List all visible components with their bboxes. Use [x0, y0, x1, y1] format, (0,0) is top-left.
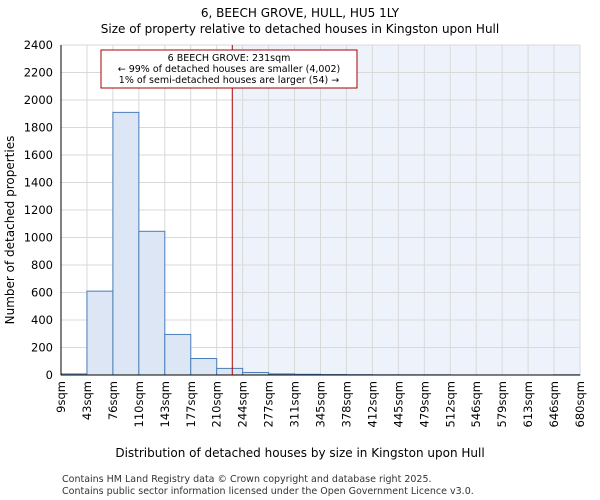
annotation-line1: 6 BEECH GROVE: 231sqm [168, 53, 291, 64]
histogram-bar [138, 230, 166, 376]
chart-title-line1: 6, BEECH GROVE, HULL, HU5 1LY [201, 6, 400, 20]
y-tick-label: 2000 [24, 93, 53, 107]
histogram-bar [216, 367, 244, 376]
x-tick-label: 512sqm [443, 381, 457, 427]
x-tick-label: 43sqm [80, 381, 94, 420]
y-tick-label: 1000 [24, 231, 53, 245]
footer-line2: Contains public sector information licen… [62, 486, 474, 497]
x-tick-label: 378sqm [339, 381, 353, 427]
x-tick-label: 143sqm [158, 381, 172, 427]
chart-title-line2: Size of property relative to detached ho… [101, 22, 499, 36]
y-tick-label: 200 [31, 341, 53, 355]
y-tick-label: 0 [46, 368, 53, 382]
y-tick-label: 400 [31, 313, 53, 327]
x-tick-label: 244sqm [236, 381, 250, 427]
y-tick-label: 1200 [24, 203, 53, 217]
y-tick-label: 600 [31, 286, 53, 300]
x-tick-label: 680sqm [573, 381, 587, 427]
x-tick-label: 546sqm [469, 381, 483, 427]
plot-area: 0 200 400 600 800 1000 1200 1400 1600 1800 2000 220… [24, 38, 587, 427]
x-tick-label: 311sqm [288, 381, 302, 427]
x-tick-label: 646sqm [547, 381, 561, 427]
y-tick-label: 1800 [24, 121, 53, 135]
x-tick-label: 277sqm [262, 381, 276, 427]
x-tick-label: 412sqm [365, 381, 379, 427]
x-tick-label: 110sqm [132, 381, 146, 427]
x-tick-label: 613sqm [521, 381, 535, 427]
y-tick-label: 1600 [24, 148, 53, 162]
y-tick-label: 2400 [24, 38, 53, 52]
x-tick-label: 445sqm [391, 381, 405, 427]
x-tick-label: 210sqm [210, 381, 224, 427]
x-tick-label: 76sqm [106, 381, 120, 420]
footer-line1: Contains HM Land Registry data © Crown c… [62, 474, 432, 485]
x-tick-label: 579sqm [495, 381, 509, 427]
x-tick-label: 479sqm [417, 381, 431, 427]
annotation-line2: ← 99% of detached houses are smaller (4,… [118, 64, 341, 75]
x-tick-label: 345sqm [314, 381, 328, 427]
histogram-bar [112, 111, 140, 376]
annotation-line3: 1% of semi-detached houses are larger (5… [119, 75, 339, 86]
x-tick-label: 177sqm [184, 381, 198, 427]
y-axis-label: Number of detached properties [3, 136, 17, 325]
histogram-bar [164, 333, 192, 376]
x-axis-label: Distribution of detached houses by size … [115, 446, 484, 460]
y-tick-label: 1400 [24, 176, 53, 190]
x-tick-label: 9sqm [54, 381, 68, 413]
y-tick-label: 2200 [24, 66, 53, 80]
histogram-bar [190, 358, 218, 376]
histogram-bar [86, 290, 114, 376]
y-tick-label: 800 [31, 258, 53, 272]
annotation-box [100, 49, 358, 89]
